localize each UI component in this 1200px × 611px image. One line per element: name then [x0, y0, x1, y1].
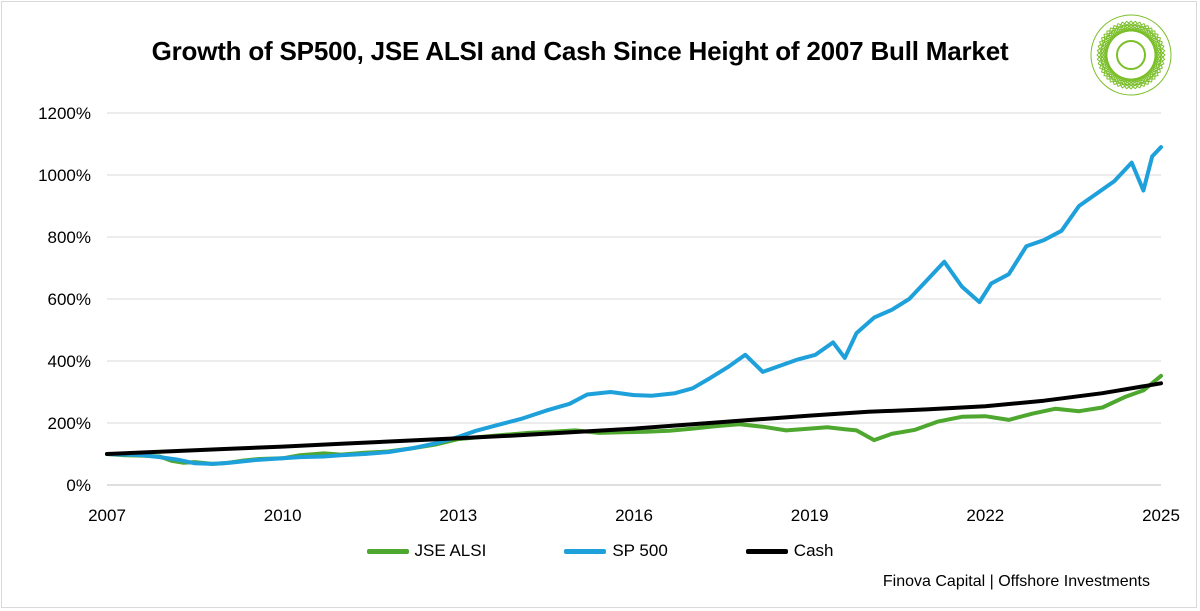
- legend-label-sp500: SP 500: [612, 541, 668, 560]
- y-tick-label: 800%: [48, 228, 91, 247]
- x-tick-label: 2016: [615, 506, 653, 525]
- gridlines: [107, 112, 1161, 424]
- y-tick-label: 600%: [48, 290, 91, 309]
- logo-ring: [1116, 40, 1146, 70]
- series-line-sp-500: [105, 145, 1163, 466]
- x-tick-label: 2010: [264, 506, 302, 525]
- footer-credit: Finova Capital | Offshore Investments: [882, 573, 1150, 590]
- logo-ring: [1100, 24, 1162, 86]
- legend-item-jse-alsi: JSE ALSI: [366, 541, 487, 561]
- series-line-cash: [105, 381, 1163, 456]
- x-tick-label: 2022: [966, 506, 1004, 525]
- legend-swatch-cash: [745, 548, 788, 554]
- x-tick-label: 2025: [1142, 506, 1180, 525]
- x-tick-label: 2013: [439, 506, 477, 525]
- legend-item-cash: Cash: [745, 541, 834, 561]
- x-tick-label: 2019: [791, 506, 829, 525]
- series-line-jse-alsi: [105, 373, 1163, 466]
- y-tick-label: 1000%: [38, 166, 91, 185]
- y-tick-label: 0%: [66, 476, 91, 495]
- y-tick-label: 400%: [48, 352, 91, 371]
- legend-swatch-sp500: [564, 548, 607, 554]
- finova-logo-icon: [1090, 14, 1172, 96]
- legend-label-cash: Cash: [793, 541, 834, 560]
- series-lines: [105, 145, 1163, 466]
- legend-label-jse-alsi: JSE ALSI: [414, 541, 487, 560]
- y-tick-label: 1200%: [38, 104, 91, 123]
- legend-item-sp500: SP 500: [564, 541, 668, 561]
- x-tick-label: 2007: [88, 506, 126, 525]
- chart-title: Growth of SP500, JSE ALSI and Cash Since…: [151, 36, 1009, 66]
- y-tick-labels: 0% 200% 400% 600% 800% 1000% 1200%: [38, 104, 91, 495]
- y-tick-label: 200%: [48, 414, 91, 433]
- logo-ring: [1090, 14, 1172, 96]
- x-tick-labels: 2007 2010 2013 2016 2019 2022 2025: [88, 506, 1180, 525]
- legend: JSE ALSI SP 500 Cash: [0, 538, 1200, 564]
- legend-swatch-jse-alsi: [366, 548, 409, 554]
- logo-square: [1103, 27, 1159, 83]
